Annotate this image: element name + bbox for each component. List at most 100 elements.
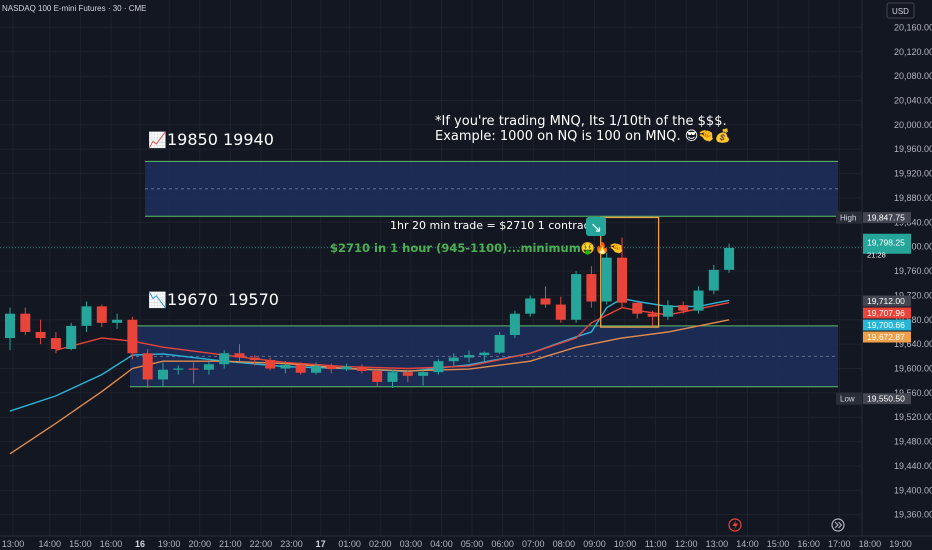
candle-body [188, 368, 199, 370]
forward-arrow-icon[interactable] [831, 518, 845, 532]
candle-body [525, 298, 536, 314]
candle-body [20, 313, 31, 332]
candle-body [158, 369, 168, 380]
candle-body [724, 247, 735, 270]
candle-body [586, 274, 597, 302]
time-tick-label: 16 [135, 539, 145, 549]
currency-button[interactable]: USD [886, 2, 915, 19]
price-tick-label: 19,800.00 [894, 242, 932, 252]
candle-body [433, 361, 444, 373]
candle-body [632, 302, 643, 314]
price-tick-label: 19,880.00 [894, 193, 932, 203]
price-badges: 19,847.75 High 19,798.25 21:28 19,712.00 19,7… [0, 211, 911, 405]
price-tick-label: 19,400.00 [894, 485, 932, 495]
price-tick-label: 19,680.00 [894, 315, 932, 325]
candle-body [479, 352, 490, 356]
time-tick-label: 12:00 [675, 539, 698, 549]
time-tick-label: 14:00 [39, 539, 62, 549]
price-badge-tag [836, 392, 862, 405]
time-tick-label: 20:00 [188, 539, 211, 549]
candle-body [311, 366, 321, 373]
candle-body [387, 372, 398, 382]
lower-zone-icon: 📉 [148, 291, 167, 309]
price-tick-label: 19,480.00 [894, 437, 932, 447]
candle-body [402, 372, 413, 376]
lightning-icon[interactable] [728, 518, 742, 532]
time-tick-label: 03:00 [400, 539, 423, 549]
time-tick-label: 17 [316, 539, 326, 549]
candle-body [571, 274, 582, 320]
price-badge-value: 19,700.66 [867, 320, 905, 330]
candle-body [555, 304, 566, 320]
candle-body [326, 366, 337, 370]
candle-body [219, 353, 230, 365]
candle-body [280, 364, 291, 369]
profit-annotation: $2710 in 1 hour (945-1100)...minimum🤑🔥🤏 [330, 241, 624, 255]
candle-body [173, 368, 184, 370]
price-tick-label: 19,920.00 [894, 169, 932, 179]
candle-body [203, 364, 214, 370]
candle-body [494, 335, 505, 353]
time-tick-label: 06:00 [491, 539, 514, 549]
price-badge [863, 307, 911, 319]
candle-body [693, 290, 704, 311]
time-tick-label: 11:00 [645, 539, 667, 549]
time-tick-label: 17:00 [828, 539, 851, 549]
price-badge-value: 19,847.75 [867, 213, 905, 223]
price-badge-tag [836, 211, 862, 224]
price-badge-value: 19,798.25 [867, 238, 905, 248]
svg-text:↘: ↘ [590, 219, 602, 235]
note-line-2: Example: 1000 on NQ is 100 on MNQ. 😎🤏💰 [435, 128, 731, 144]
price-tick-label: 20,120.00 [894, 47, 932, 57]
candle-body [540, 298, 551, 305]
price-tick-label: 20,160.00 [894, 22, 932, 32]
time-tick-label: 13:00 [706, 539, 729, 549]
price-badge [863, 319, 911, 331]
moving-average-line [55, 302, 730, 370]
time-tick-label: 16:00 [797, 539, 820, 549]
candle-body [50, 338, 61, 350]
time-tick-label: 07:00 [522, 539, 545, 549]
price-badge-value: 19,550.50 [867, 394, 905, 404]
currency-label: USD [892, 7, 909, 16]
price-badge-tag-label: High [840, 214, 856, 223]
candle-body [372, 370, 383, 382]
price-tick-label: 20,080.00 [894, 71, 932, 81]
candle-body [265, 359, 276, 369]
time-tick-label: 08:00 [553, 539, 576, 549]
candle-body [647, 313, 658, 317]
arrow-down-right-icon: ↘ [586, 217, 606, 236]
time-tick-label: 13:00 [2, 539, 25, 549]
price-axis[interactable] [862, 0, 932, 536]
candle-body [142, 353, 153, 380]
candle-body [341, 366, 352, 370]
time-tick-label: 18:00 [859, 539, 882, 549]
price-badge-countdown: 21:28 [867, 251, 886, 260]
time-tick-label: 09:00 [583, 539, 606, 549]
price-badge [863, 295, 911, 307]
time-tick-label: 21:00 [219, 539, 242, 549]
candle-body [418, 372, 429, 376]
price-badge-tag-label: Low [840, 395, 855, 404]
time-axis-ticks: 13:00 14:00 15:00 16:00 16 19:00 20:00 21:00 22:… [2, 539, 912, 549]
time-tick-label: 04:00 [430, 539, 453, 549]
candle-body [35, 331, 46, 339]
candle-body [601, 257, 612, 302]
candle-body [234, 353, 245, 358]
price-tick-label: 19,640.00 [894, 339, 932, 349]
candle-body [678, 305, 689, 311]
trade-highlight-box [600, 216, 660, 328]
candle-body [5, 313, 15, 339]
price-badge [863, 233, 911, 254]
candle-body [509, 313, 520, 335]
time-tick-label: 14:00 [736, 539, 759, 549]
upper-zone-label: 19850 19940 [167, 130, 274, 149]
upper-zone-icon: 📈 [148, 131, 167, 149]
candle-body [127, 319, 138, 354]
price-badge-value: 19,672.87 [867, 332, 905, 342]
time-tick-label: 19:00 [158, 539, 181, 549]
price-badge-value: 19,707.96 [867, 308, 905, 318]
candle-body [617, 257, 627, 303]
